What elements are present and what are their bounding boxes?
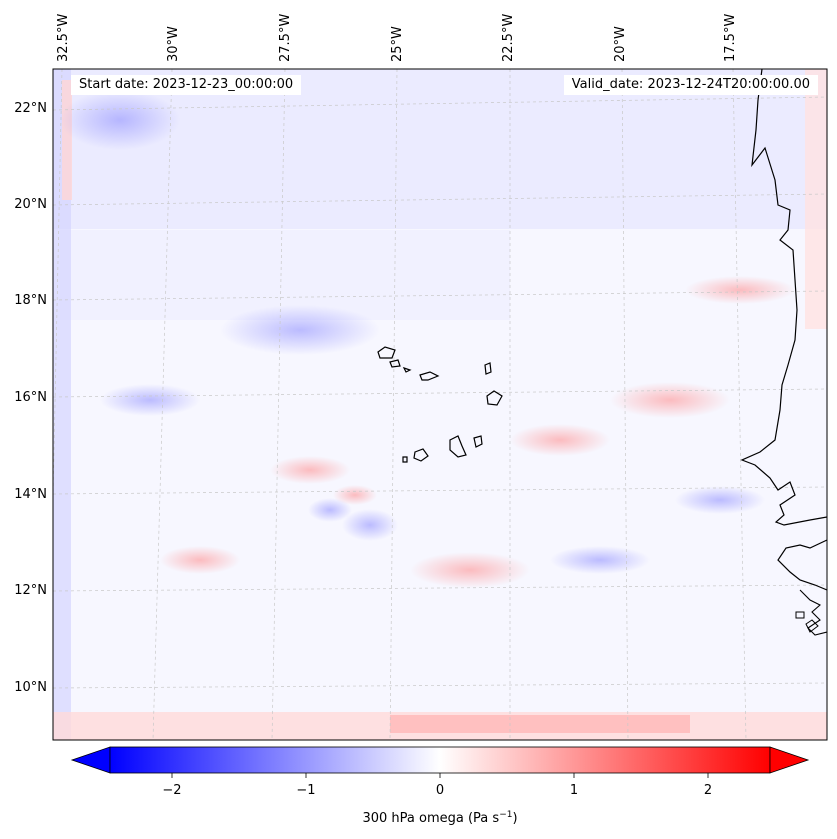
omega-field — [53, 69, 827, 740]
lon-label: 25°W — [390, 26, 405, 62]
lon-label: 17.5°W — [723, 14, 738, 62]
colorbar-label: 300 hPa omega (Pa s−1) — [362, 810, 517, 826]
lat-label: 14°N — [14, 487, 47, 502]
gambia-guinea-coast — [777, 539, 827, 591]
lat-label: 22°N — [14, 101, 47, 116]
lon-label: 32.5°W — [56, 14, 71, 62]
lon-label: 20°W — [613, 26, 628, 62]
colorbar-max-extend — [769, 746, 810, 774]
colorbar-tick: 2 — [704, 783, 712, 798]
colorbar-tick: −1 — [296, 783, 315, 798]
longitude-labels: 32.5°W 30°W 27.5°W 25°W 22.5°W 20°W 17.5… — [56, 14, 738, 62]
lat-label: 16°N — [14, 390, 47, 405]
lon-label: 22.5°W — [501, 14, 516, 62]
colorbar-min-extend — [70, 746, 111, 774]
lat-label: 18°N — [14, 293, 47, 308]
valid-date-label: Valid_date: 2023-12-24T20:00:00.00 — [563, 75, 818, 95]
lat-label: 10°N — [14, 680, 47, 695]
colorbar-tick: 1 — [570, 783, 578, 798]
colorbar-tick: 0 — [436, 783, 444, 798]
latitude-labels: 22°N 20°N 18°N 16°N 14°N 12°N 10°N — [14, 101, 47, 695]
africa-coastline — [740, 69, 827, 526]
units-exponent: −1 — [499, 810, 512, 820]
units: Pa s — [473, 811, 499, 826]
colorbar-tick: −2 — [162, 783, 181, 798]
colorbar: −2 −1 0 1 2 300 hPa omega (Pa s−1) — [70, 746, 810, 826]
variable-name: 300 hPa omega — [362, 811, 463, 826]
cape-verde-islands — [377, 346, 503, 463]
lat-label: 12°N — [14, 583, 47, 598]
map-frame — [52, 68, 828, 741]
colorbar-scale — [109, 746, 771, 774]
lon-label: 30°W — [166, 26, 181, 62]
lon-label: 27.5°W — [278, 14, 293, 62]
lat-label: 20°N — [14, 197, 47, 212]
start-date-label: Start date: 2023-12-23_00:00:00 — [71, 75, 302, 95]
graticule — [53, 69, 827, 740]
